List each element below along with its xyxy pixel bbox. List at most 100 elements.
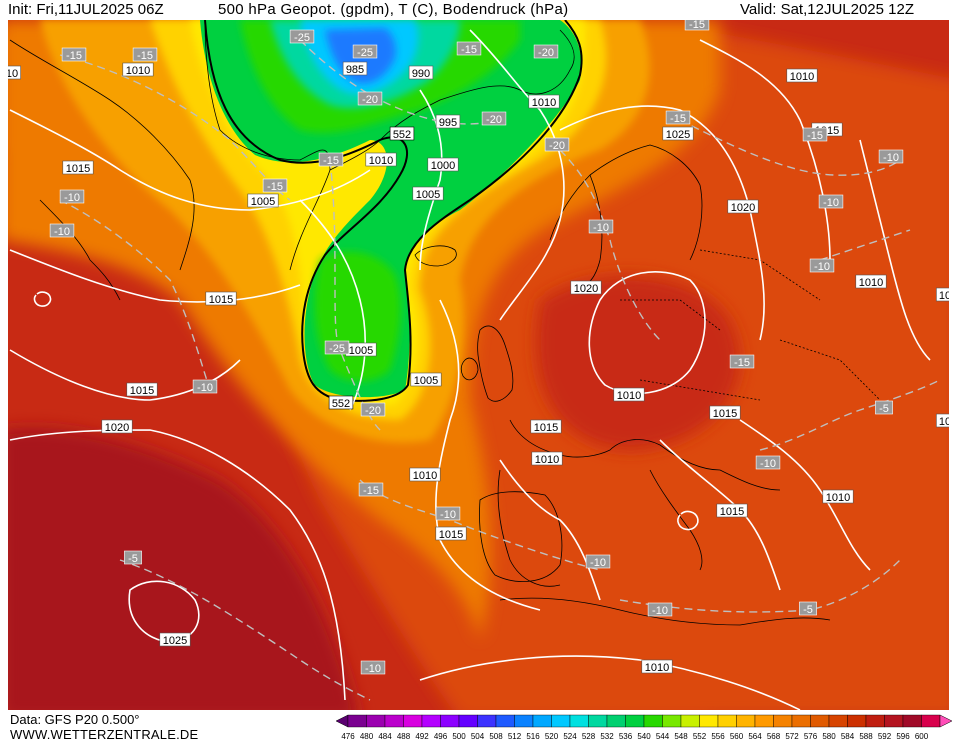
isobar-label-text: 1010 — [645, 662, 669, 674]
north-africa-coast — [499, 597, 831, 626]
temperature-label-text: -10 — [64, 192, 80, 204]
temperature-labels: -15 -15 -25 -25 -15 -20 -20 -20 -20 -15 -15 -10 -10 -… — [49, 20, 904, 675]
isobar-label-text: 1010 — [532, 97, 556, 109]
legend-swatch — [440, 714, 460, 728]
isobar-label: 1015 — [205, 291, 237, 306]
legend-tick-label: 504 — [471, 732, 485, 741]
isobar-label: 985 — [342, 61, 368, 76]
temperature-label: -10 — [59, 189, 85, 204]
init-time-label: Init: Fri,11JUL2025 06Z — [8, 1, 164, 18]
temperature-label: -20 — [544, 137, 570, 152]
isobar-label: 1010 — [822, 489, 854, 504]
legend-swatch — [403, 714, 423, 728]
geopotential-label-text: 552 — [332, 398, 350, 410]
isobar-label-text: 1000 — [431, 160, 455, 172]
legend-tick-label: 484 — [378, 732, 392, 741]
temperature-label: -10 — [435, 506, 461, 521]
temperature-label-text: -25 — [329, 343, 345, 355]
isobar-label-text: 1010 — [413, 470, 437, 482]
legend-tick-label: 516 — [526, 732, 540, 741]
temperature-label-text: -25 — [294, 32, 310, 44]
temperature-label-text: -20 — [362, 94, 378, 106]
legend-swatch — [366, 714, 386, 728]
temperature-label-text: -15 — [461, 44, 477, 56]
legend-swatch — [736, 714, 756, 728]
legend-swatch — [643, 714, 663, 728]
isobar-label-text: 1020 — [731, 202, 755, 214]
geopotential-label: 552 — [389, 126, 415, 141]
legend-arrow-left — [336, 714, 349, 728]
legend-tick-label: 540 — [637, 732, 651, 741]
temperature-label: -15 — [456, 41, 482, 56]
temperature-label: -25 — [324, 340, 350, 355]
isobar-label-text: 1010 — [369, 155, 393, 167]
british-isles — [460, 325, 514, 402]
iberia-coast — [479, 491, 563, 582]
isobar-label: 1005 — [345, 342, 377, 357]
isobar-label-text: 995 — [439, 117, 457, 129]
field-central-europe-red — [535, 275, 740, 451]
temperature-label-text: -15 — [267, 181, 283, 193]
isobar-label-text: 1015 — [439, 529, 463, 541]
isobar-label-text: 1010 — [617, 390, 641, 402]
legend-tick-label: 564 — [748, 732, 762, 741]
temperature-label-text: -20 — [549, 140, 565, 152]
temperature-label: -15 — [729, 354, 755, 369]
isobar-label: 1025 — [159, 632, 191, 647]
isobar-label: 1005 — [410, 372, 442, 387]
legend-tick-label: 544 — [656, 732, 670, 741]
isobar-label: 1015 — [435, 526, 467, 541]
isobar-label-text: 985 — [346, 64, 364, 76]
temperature-label-text: -10 — [197, 382, 213, 394]
isobar-label: 1015 — [62, 160, 94, 175]
legend-tick-label: 508 — [489, 732, 503, 741]
temperature-label: -10 — [647, 602, 673, 617]
chart-footer: Data: GFS P20 0.500° WWW.WETTERZENTRALE.… — [0, 710, 959, 742]
legend-swatch — [588, 714, 608, 728]
isobar-label: 995 — [435, 114, 461, 129]
temperature-label-text: -20 — [486, 114, 502, 126]
legend-tick-label: 512 — [508, 732, 522, 741]
isobar-label: 1005 — [247, 193, 279, 208]
isobar-label-text: 1015 — [713, 408, 737, 420]
legend-tick-label: 524 — [563, 732, 577, 741]
temperature-label: -15 — [132, 47, 158, 62]
eastern-europe-borders — [620, 249, 881, 401]
legend-tick-label: 552 — [693, 732, 707, 741]
legend-swatch — [606, 714, 626, 728]
isobar-label-text: 10 — [8, 68, 18, 80]
isobar-label: 1010 — [855, 274, 887, 289]
isobar-label-text: 1010 — [535, 454, 559, 466]
legend-tick-label: 572 — [785, 732, 799, 741]
iceland-coast — [414, 245, 457, 267]
legend-swatch — [902, 714, 922, 728]
temperature-label: -5 — [799, 601, 817, 616]
canada-coast — [9, 39, 195, 301]
legend-swatch — [569, 714, 589, 728]
isobar-label: 1010 — [528, 94, 560, 109]
temperature-label: -20 — [360, 402, 386, 417]
temperature-label: -20 — [533, 44, 559, 59]
temperature-label-text: -15 — [689, 20, 705, 31]
isobar-label: 1025 — [662, 126, 694, 141]
legend-tick-label: 520 — [545, 732, 559, 741]
isobar-label: 1010 — [786, 68, 818, 83]
isobar-label-text: 1015 — [720, 506, 744, 518]
temperature-label-text: -15 — [734, 357, 750, 369]
temperature-label-text: -10 — [440, 509, 456, 521]
legend-swatch — [921, 714, 941, 728]
temperature-label-text: -10 — [365, 663, 381, 675]
legend-swatch — [495, 714, 515, 728]
website-label: WWW.WETTERZENTRALE.DE — [10, 727, 199, 742]
isobar-label-text: 1005 — [349, 345, 373, 357]
legend-swatch — [514, 714, 534, 728]
isobar-label-text: 1005 — [416, 189, 440, 201]
isobar-label-text: 10 — [939, 290, 949, 302]
temperature-label: -15 — [358, 482, 384, 497]
legend-swatch — [625, 714, 645, 728]
color-scale-legend: 476 480 484 488 492 496 500 504 508 512 516 520 524 5… — [336, 714, 953, 741]
isobar-label-text: 1010 — [126, 65, 150, 77]
legend-arrow-right — [939, 714, 953, 728]
isobar-label: 10 — [936, 413, 949, 428]
isobar-label: 1020 — [101, 419, 133, 434]
